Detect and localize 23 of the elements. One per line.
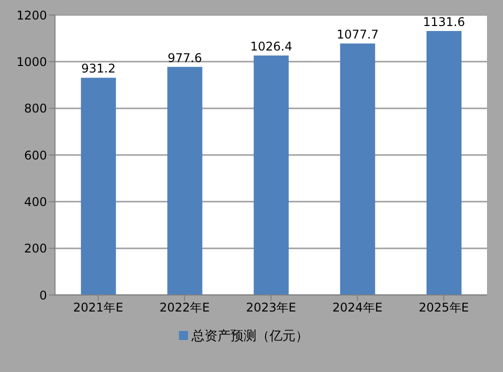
y-tick-label: 800: [24, 102, 47, 116]
x-tick-label: 2025年E: [418, 300, 469, 315]
data-label: 977.6: [168, 50, 202, 65]
x-tick-label: 2023年E: [246, 300, 296, 315]
y-tick-label: 1200: [16, 8, 47, 22]
y-tick-label: 0: [39, 288, 47, 302]
legend-label: 总资产预测（亿元）: [192, 329, 308, 344]
bar: [426, 30, 462, 295]
bar: [340, 44, 376, 295]
data-label: 1131.6: [423, 14, 466, 29]
bar: [254, 56, 289, 295]
y-tick-label: 600: [24, 148, 47, 162]
x-tick-label: 2021年E: [73, 300, 124, 315]
y-tick-label: 1000: [16, 54, 47, 69]
y-tick-label: 400: [24, 194, 47, 209]
data-label: 1026.4: [250, 40, 292, 54]
data-label: 931.2: [81, 62, 116, 76]
x-tick-label: 2024年E: [332, 300, 382, 315]
bar: [167, 66, 202, 295]
x-tick-label: 2022年E: [160, 300, 210, 315]
y-tick-label: 200: [24, 242, 47, 256]
bar: [80, 78, 116, 295]
data-label: 1077.7: [336, 28, 379, 42]
